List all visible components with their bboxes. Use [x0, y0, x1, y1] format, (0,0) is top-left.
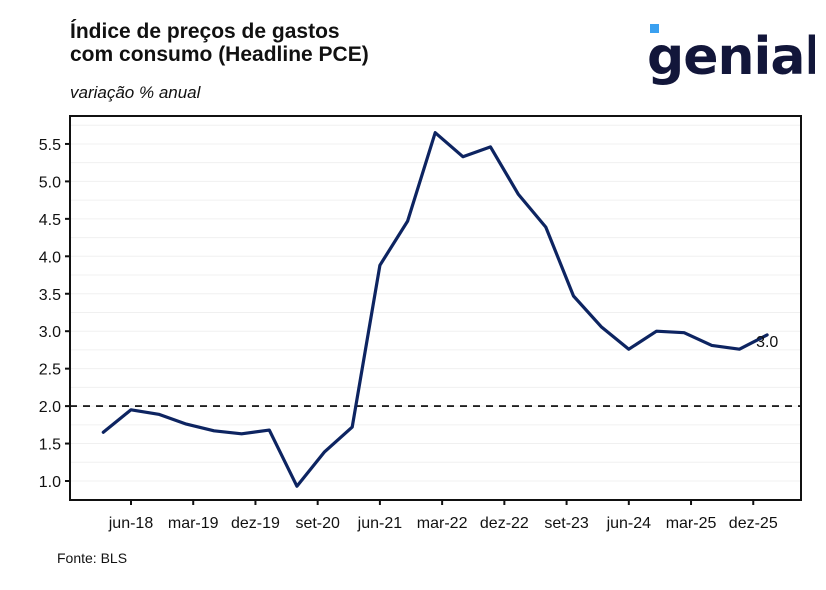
logo-accent-mark — [650, 24, 659, 33]
x-tick-label: mar-19 — [168, 515, 219, 532]
x-tick-label: dez-25 — [729, 515, 778, 532]
chart-subtitle: variação % anual — [70, 83, 201, 102]
x-tick-label: mar-25 — [666, 515, 717, 532]
y-tick-label: 3.0 — [39, 324, 61, 341]
chart-title: Índice de preços de gastos com consumo (… — [70, 20, 369, 66]
y-tick-label: 3.5 — [39, 287, 61, 304]
y-tick-label: 5.0 — [39, 174, 61, 191]
source-note: Fonte: BLS — [57, 550, 128, 566]
data-points — [103, 132, 768, 487]
y-axis: 1.0 1.5 2.0 2.5 3.0 3.5 4.0 4.5 5.0 5.5 — [39, 137, 70, 491]
y-tick-label: 4.5 — [39, 212, 61, 229]
plot-frame — [69, 115, 802, 501]
x-tick-label: dez-19 — [231, 515, 280, 532]
x-tick-label: jun-21 — [357, 515, 403, 532]
x-tick-label: mar-22 — [417, 515, 468, 532]
end-value-label: 3.0 — [756, 334, 778, 351]
y-tick-label: 2.5 — [39, 362, 61, 379]
x-tick-label: dez-22 — [480, 515, 529, 532]
x-axis: jun-18 mar-19 dez-19 set-20 jun-21 mar-22 dez-… — [108, 500, 778, 532]
chart-title-line1: Índice de preços de gastos — [70, 20, 340, 43]
x-tick-label: set-20 — [295, 515, 340, 532]
y-tick-label: 5.5 — [39, 137, 61, 154]
grid-lines — [70, 124, 801, 501]
logo-text: genial — [647, 27, 815, 87]
y-tick-label: 2.0 — [39, 399, 61, 416]
y-tick-label: 4.0 — [39, 249, 61, 266]
x-tick-label: set-23 — [544, 515, 589, 532]
y-tick-label: 1.0 — [39, 474, 61, 491]
chart-title-line2: com consumo (Headline PCE) — [70, 43, 369, 66]
series-line-headline-pce — [101, 131, 769, 488]
x-tick-label: jun-18 — [108, 515, 154, 532]
genial-logo: genial — [647, 24, 815, 87]
y-tick-label: 1.5 — [39, 437, 61, 454]
x-tick-label: jun-24 — [606, 515, 652, 532]
